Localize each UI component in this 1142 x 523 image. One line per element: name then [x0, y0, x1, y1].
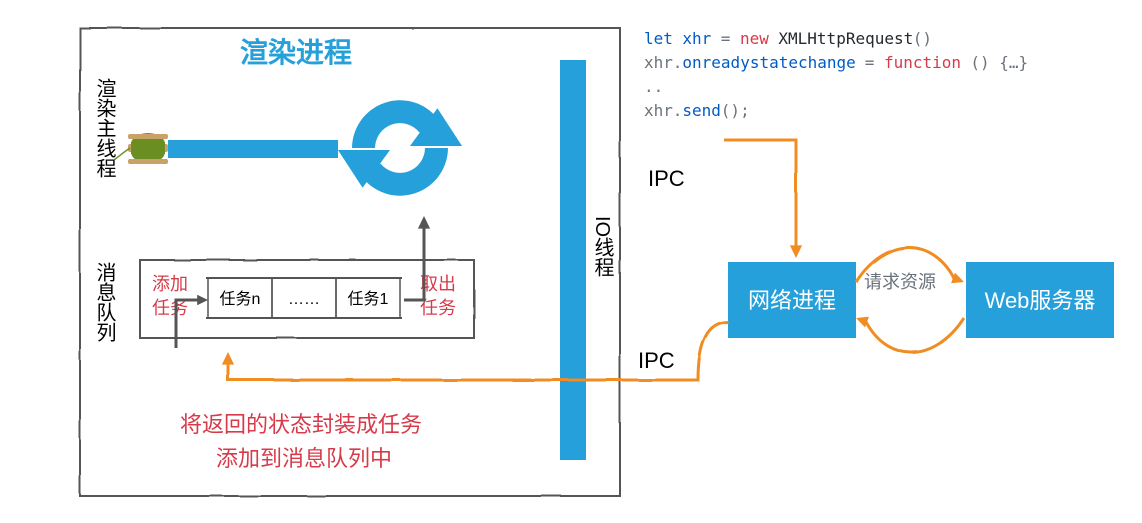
message-queue-label: 消息队列	[93, 262, 116, 342]
queue-cell-label: 任务1	[348, 290, 389, 308]
io-thread-label: IO线程	[591, 216, 614, 277]
code-token: xhr	[644, 53, 673, 72]
queue-add-label-1: 添加	[152, 274, 188, 294]
thread-spool-icon	[114, 133, 168, 164]
code-token: send	[682, 101, 721, 120]
network-process-label: 网络进程	[748, 288, 836, 313]
main-thread-label: 渲染主线程	[93, 78, 116, 178]
queue-cell-label: 任务n	[220, 290, 261, 308]
code-token: onreadystatechange	[682, 53, 855, 72]
code-token: xhr	[644, 101, 673, 120]
code-token: =	[721, 29, 731, 48]
code-token: new	[740, 29, 769, 48]
code-token: ();	[721, 101, 750, 120]
code-token: .	[673, 53, 683, 72]
event-loop-icon	[338, 100, 462, 195]
web-server-label: Web服务器	[985, 288, 1096, 313]
queue-cell-label: ……	[288, 291, 320, 308]
ipc-arrow-down	[724, 140, 796, 248]
code-token: .	[673, 101, 683, 120]
io-thread-bar	[560, 60, 586, 460]
ipc-label-2: IPC	[638, 348, 675, 373]
main-thread-arrow	[168, 140, 338, 158]
response-arrow	[864, 318, 964, 353]
code-token: ..	[644, 77, 663, 96]
render-process-title: 渲染进程	[240, 37, 352, 68]
code-token: function	[884, 53, 961, 72]
code-token: =	[865, 53, 875, 72]
code-token: xhr	[682, 29, 711, 48]
annotation-line-2: 添加到消息队列中	[216, 446, 392, 471]
code-token: () {…}	[970, 53, 1028, 72]
code-token: ()	[913, 29, 932, 48]
code-token: XMLHttpRequest	[778, 29, 913, 48]
request-resource-label: 请求资源	[864, 272, 936, 292]
code-token: let	[644, 29, 673, 48]
annotation-line-1: 将返回的状态封装成任务	[180, 412, 422, 437]
ipc-label-1: IPC	[648, 166, 685, 191]
